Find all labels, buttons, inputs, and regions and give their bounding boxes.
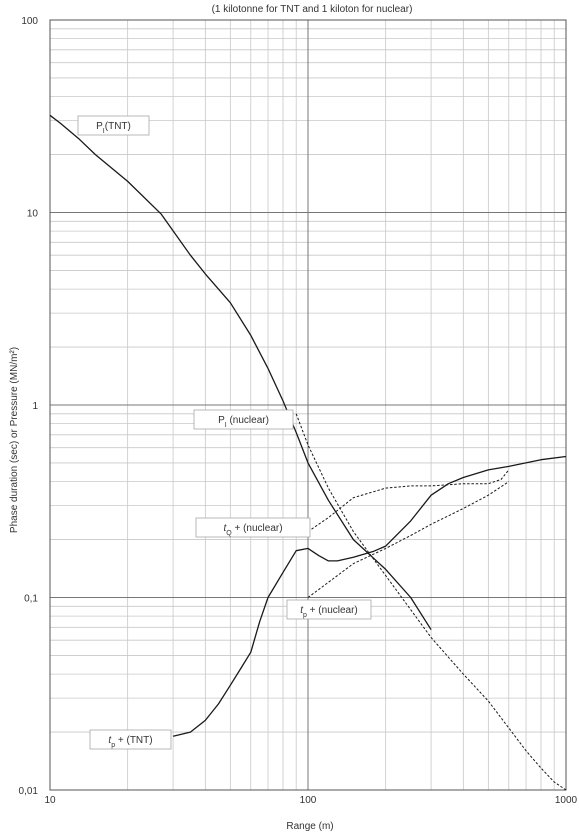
series-label-text: tp + (nuclear)	[300, 605, 358, 619]
y-tick-label: 10	[27, 209, 39, 220]
x-tick-label: 100	[300, 795, 317, 806]
series-line-1	[295, 413, 567, 791]
series-line-4	[172, 455, 567, 737]
y-axis-title: Phase duration (sec) or Pressure (MN/m²)	[9, 347, 20, 533]
tick-labels: 10 100 1000 0,01 0,1 1 10 100	[19, 16, 578, 806]
series-label-text: tQ + (nuclear)	[223, 523, 282, 537]
series-label-box	[77, 115, 150, 136]
series-label-1: PI (nuclear)	[193, 409, 294, 430]
x-tick-label: 1000	[555, 795, 578, 806]
series-line-2	[307, 469, 510, 533]
y-tick-label: 0,01	[19, 786, 39, 797]
series-label-0: PI(TNT)	[77, 115, 150, 136]
series-label-2: tQ + (nuclear)	[195, 517, 311, 538]
plot-frame	[49, 19, 567, 791]
series-label-box	[286, 599, 372, 620]
series-label-text: PI (nuclear)	[218, 415, 269, 429]
x-tick-label: 10	[44, 795, 56, 806]
series-label-text: PI(TNT)	[96, 121, 131, 135]
series-label-box	[193, 409, 294, 430]
series-line-3	[307, 481, 510, 598]
series-label-4: tp + (TNT)	[89, 729, 172, 750]
y-tick-label: 1	[32, 401, 38, 412]
series-label-3: tp + (nuclear)	[286, 599, 372, 620]
series-label-text: tp + (TNT)	[108, 735, 152, 749]
chart-title: (1 kilotonne for TNT and 1 kiloton for n…	[212, 4, 413, 15]
y-tick-label: 100	[21, 16, 38, 27]
series-label-box	[195, 517, 311, 538]
series-line-0	[49, 114, 432, 631]
series-layer	[49, 114, 567, 791]
y-tick-label: 0,1	[24, 594, 38, 605]
series-labels: PI(TNT) PI (nuclear) tQ + (nuclear) tp + (n…	[77, 115, 372, 750]
series-label-box	[89, 729, 172, 750]
x-axis-title: Range (m)	[286, 821, 333, 832]
